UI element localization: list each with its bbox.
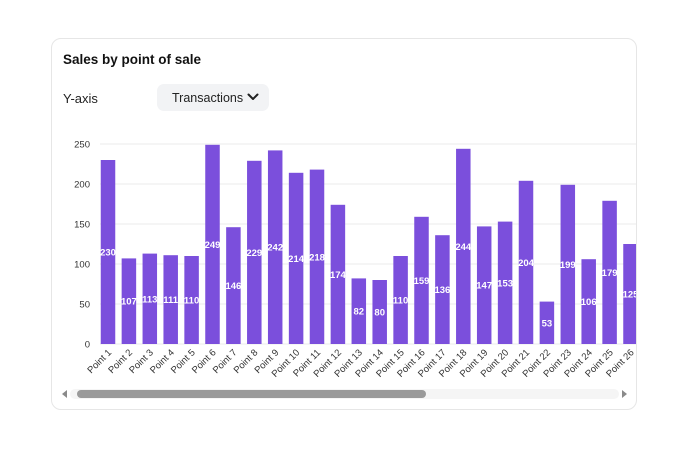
bar (330, 204, 346, 344)
card-title: Sales by point of sale (63, 52, 202, 67)
bar (351, 278, 367, 344)
y-axis-label: Y-axis (63, 91, 98, 106)
chevron-down-icon (247, 93, 259, 100)
bar-value-label: 174 (330, 270, 347, 281)
y-tick-label: 50 (79, 300, 90, 311)
bar-value-label: 199 (560, 260, 576, 271)
bar (560, 184, 576, 344)
bar (476, 226, 492, 344)
bar-value-label: 110 (393, 296, 408, 307)
bar (435, 235, 450, 344)
y-tick-label: 0 (85, 340, 90, 351)
bar-value-label: 147 (476, 281, 492, 292)
y-axis-select[interactable]: Transactions (157, 84, 269, 111)
bar-value-label: 218 (309, 252, 325, 263)
bar (309, 169, 325, 344)
y-tick-label: 100 (74, 260, 90, 271)
bar-value-label: 107 (121, 297, 137, 308)
bar-value-label: 229 (246, 248, 262, 259)
bar (518, 180, 534, 344)
bar (456, 148, 471, 344)
bar-value-label: 204 (518, 258, 535, 269)
bar (142, 253, 158, 344)
scroll-left-icon[interactable] (62, 390, 67, 398)
y-tick-label: 250 (74, 140, 90, 151)
scroll-thumb[interactable] (77, 390, 426, 398)
bar (497, 221, 513, 344)
bar-value-label: 159 (414, 276, 430, 287)
bar-value-label: 214 (288, 254, 305, 265)
y-tick-label: 150 (74, 220, 90, 231)
bar (100, 160, 116, 344)
bar-value-label: 146 (225, 281, 241, 292)
bar (288, 172, 304, 344)
y-tick-label: 200 (74, 180, 90, 191)
bar-value-label: 230 (100, 248, 116, 259)
bar (205, 144, 220, 344)
bar-value-label: 53 (542, 318, 553, 329)
bar (121, 258, 137, 344)
bar-value-label: 111 (163, 295, 179, 306)
bar-value-label: 106 (581, 297, 597, 308)
bar-value-label: 242 (267, 243, 283, 254)
bar (372, 280, 387, 344)
bar (393, 256, 408, 344)
bar-value-label: 179 (602, 268, 618, 279)
bar-value-label: 125 (623, 290, 637, 301)
y-axis-select-value: Transactions (172, 90, 244, 105)
bar-value-label: 249 (205, 240, 221, 251)
bar (267, 150, 283, 344)
scroll-right-icon[interactable] (622, 390, 627, 398)
bar (184, 256, 199, 344)
bar-value-label: 244 (455, 242, 472, 253)
bar (163, 255, 178, 344)
bar-value-label: 153 (497, 278, 513, 289)
bar (414, 216, 429, 344)
bar (602, 200, 617, 344)
bar (226, 227, 241, 344)
bar (539, 301, 555, 344)
horizontal-scrollbar[interactable] (62, 389, 627, 399)
bar-value-label: 136 (434, 285, 450, 296)
bar (581, 259, 596, 344)
bar-value-label: 113 (142, 294, 157, 305)
bar-value-label: 82 (354, 307, 365, 318)
bar-value-label: 80 (374, 308, 385, 319)
bar (623, 244, 636, 344)
sales-card: Sales by point of sale Y-axis Transactio… (51, 38, 637, 410)
bar (247, 160, 262, 344)
bar-value-label: 110 (184, 296, 199, 307)
